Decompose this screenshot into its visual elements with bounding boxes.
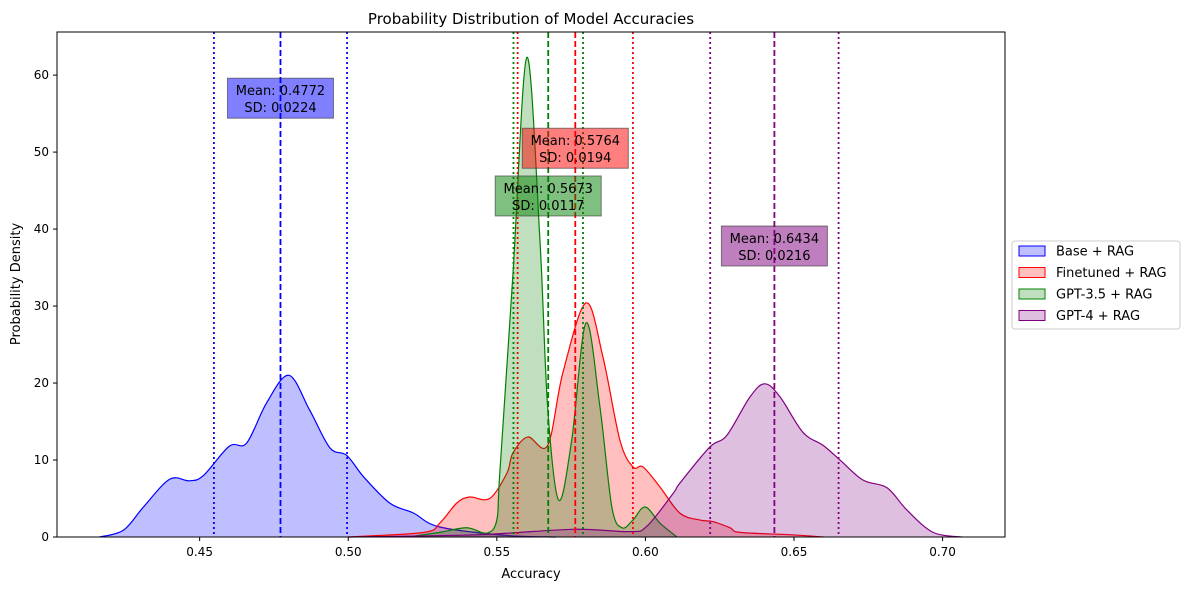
legend-item: Base + RAG xyxy=(1018,245,1134,260)
density-curve-1 xyxy=(348,302,824,538)
y-axis-label: Probability Density xyxy=(9,223,24,346)
x-axis-label: Accuracy xyxy=(501,567,561,582)
x-axis: 0.45 0.50 0.55 0.60 0.65 0.70 xyxy=(186,537,956,559)
density-fill-1 xyxy=(348,302,824,537)
density-curve-2 xyxy=(407,56,678,538)
plot-area: Mean: 0.4772 SD: 0.0224 Mean: 0.5764 SD: 0.… xyxy=(99,32,963,538)
annotation-box-0: Mean: 0.4772 SD: 0.0224 xyxy=(226,77,334,119)
density-curve-0 xyxy=(99,374,557,538)
legend-swatch xyxy=(1018,267,1046,278)
legend-item: GPT-4 + RAG xyxy=(1018,309,1140,324)
x-tick-label: 0.70 xyxy=(929,545,956,559)
annotation-background xyxy=(226,77,334,119)
legend-label: Finetuned + RAG xyxy=(1056,266,1167,281)
annotation-sd-text: SD: 0.0117 xyxy=(512,199,584,214)
annotation-background xyxy=(720,225,828,267)
x-tick-label: 0.60 xyxy=(632,545,659,559)
annotation-mean-text: Mean: 0.6434 xyxy=(730,232,819,247)
annotation-sd-text: SD: 0.0216 xyxy=(738,249,810,264)
y-tick-label: 10 xyxy=(34,453,49,467)
chart-title: Probability Distribution of Model Accura… xyxy=(368,10,694,28)
legend-swatch xyxy=(1018,310,1046,321)
annotation-background xyxy=(494,175,602,217)
x-tick-label: 0.65 xyxy=(781,545,808,559)
x-tick-label: 0.50 xyxy=(335,545,362,559)
legend-swatch xyxy=(1018,245,1046,257)
annotation-mean-text: Mean: 0.4772 xyxy=(236,84,325,99)
y-tick-label: 0 xyxy=(41,530,49,544)
y-tick-label: 40 xyxy=(34,222,49,236)
annotation-mean-text: Mean: 0.5673 xyxy=(504,182,593,197)
annotation-box-1: Mean: 0.5764 SD: 0.0194 xyxy=(521,127,629,169)
y-tick-label: 60 xyxy=(34,68,49,82)
legend-frame xyxy=(1011,240,1181,330)
density-fill-0 xyxy=(99,375,557,537)
density-curve-3 xyxy=(348,383,963,538)
plot-frame xyxy=(56,31,1006,538)
legend-label: GPT-4 + RAG xyxy=(1056,309,1140,324)
y-tick-label: 20 xyxy=(34,376,49,390)
legend-item: Finetuned + RAG xyxy=(1018,266,1167,281)
x-tick-label: 0.55 xyxy=(483,545,510,559)
x-tick-label: 0.45 xyxy=(186,545,213,559)
annotation-box-2: Mean: 0.5673 SD: 0.0117 xyxy=(494,175,602,217)
legend: Base + RAG Finetuned + RAG GPT-3.5 + RAG GP… xyxy=(1011,240,1181,330)
legend-swatch xyxy=(1018,288,1046,300)
legend-item: GPT-3.5 + RAG xyxy=(1018,288,1152,303)
density-fill-3 xyxy=(348,383,963,537)
annotation-sd-text: SD: 0.0194 xyxy=(539,151,611,166)
annotation-box-3: Mean: 0.6434 SD: 0.0216 xyxy=(720,225,828,267)
annotation-background xyxy=(521,127,629,169)
annotation-sd-text: SD: 0.0224 xyxy=(244,101,316,116)
legend-label: GPT-3.5 + RAG xyxy=(1056,288,1152,303)
y-tick-label: 30 xyxy=(34,299,49,313)
y-tick-label: 50 xyxy=(34,145,49,159)
y-axis: 0 10 20 30 40 50 60 xyxy=(34,68,57,544)
annotation-mean-text: Mean: 0.5764 xyxy=(531,134,620,149)
legend-label: Base + RAG xyxy=(1056,245,1134,260)
